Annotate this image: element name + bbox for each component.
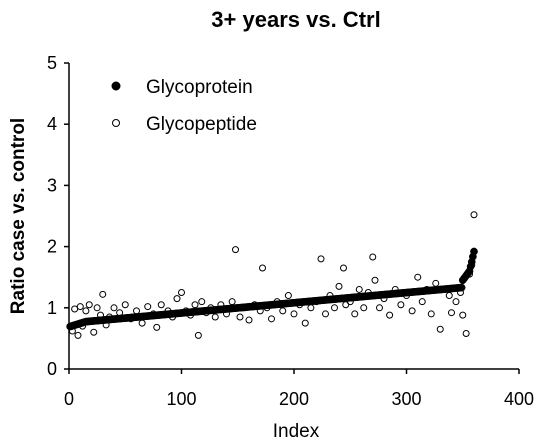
glycopeptide-point bbox=[290, 310, 298, 318]
glycoprotein-point bbox=[470, 247, 478, 256]
glycopeptide-point bbox=[211, 313, 219, 321]
glycopeptide-point bbox=[228, 298, 236, 306]
glycopeptide-point bbox=[369, 253, 377, 261]
glycopeptide-point bbox=[470, 211, 478, 219]
glycopeptide-point bbox=[191, 301, 199, 309]
y-tick-label: 1 bbox=[47, 298, 57, 318]
x-tick-label: 400 bbox=[504, 389, 534, 409]
glycopeptide-point bbox=[74, 331, 82, 339]
glycopeptide-point bbox=[157, 301, 165, 309]
x-axis-label: Index bbox=[273, 421, 320, 442]
legend: Glycoprotein Glycopeptide bbox=[111, 77, 257, 135]
glycopeptide-point bbox=[462, 330, 470, 338]
glycopeptide-point bbox=[259, 264, 266, 272]
glycopeptide-point bbox=[93, 304, 101, 312]
glycopeptide-point bbox=[436, 325, 444, 333]
glycopeptide-point bbox=[279, 307, 287, 315]
glycopeptide-point bbox=[76, 303, 84, 311]
glycopeptide-point bbox=[307, 304, 315, 312]
glycopeptide-point bbox=[82, 307, 90, 315]
y-tick-label: 0 bbox=[47, 359, 57, 379]
glycopeptide-point bbox=[133, 307, 140, 315]
glycopeptide-point bbox=[351, 310, 359, 318]
glycopeptide-point bbox=[371, 276, 379, 284]
y-tick-label: 5 bbox=[47, 53, 57, 73]
y-tick-label: 4 bbox=[47, 114, 57, 134]
glycopeptide-point bbox=[268, 315, 275, 323]
glycopeptide-point bbox=[245, 316, 253, 324]
glycopeptide-point bbox=[331, 304, 338, 312]
glycopeptide-point bbox=[236, 313, 244, 321]
x-tick-label: 100 bbox=[166, 389, 196, 409]
x-tick-label: 200 bbox=[279, 389, 309, 409]
glycopeptide-point bbox=[317, 255, 325, 263]
y-tick-label: 2 bbox=[47, 237, 57, 257]
glycopeptide-point bbox=[376, 304, 383, 312]
glycopeptide-point bbox=[71, 305, 79, 313]
glycopeptide-point bbox=[340, 264, 347, 272]
glycopeptide-point bbox=[153, 323, 161, 331]
glycopeptide-point bbox=[232, 246, 239, 254]
glycopeptide-point bbox=[85, 301, 93, 309]
glycopeptide-point bbox=[386, 311, 394, 319]
glycopeptide-point bbox=[301, 319, 309, 327]
glycopeptide-point bbox=[408, 307, 416, 315]
legend-label-glycoprotein: Glycoprotein bbox=[146, 77, 253, 98]
glycopeptide-point bbox=[284, 292, 292, 300]
x-tick-label: 300 bbox=[391, 389, 421, 409]
y-ticks: 0 1 2 3 4 5 bbox=[47, 53, 69, 379]
chart-title: 3+ years vs. Ctrl bbox=[211, 7, 380, 32]
glycopeptide-point bbox=[418, 298, 426, 306]
glycopeptide-point bbox=[173, 295, 181, 303]
glycoprotein-point bbox=[457, 283, 466, 292]
glycopeptide-point bbox=[448, 309, 455, 317]
glycopeptide-point bbox=[335, 282, 343, 290]
glycopeptide-point bbox=[432, 279, 440, 287]
glycopeptide-point bbox=[427, 310, 435, 318]
glycopeptide-point bbox=[322, 310, 329, 318]
glycopeptide-point bbox=[121, 301, 129, 309]
glycopeptide-point bbox=[355, 285, 363, 293]
glycopeptide-point bbox=[110, 304, 118, 312]
glycopeptide-point bbox=[360, 304, 368, 312]
x-tick-label: 0 bbox=[64, 389, 74, 409]
glycopeptide-point bbox=[445, 292, 453, 300]
glycopeptide-point bbox=[414, 273, 422, 281]
glycopeptide-point bbox=[144, 303, 152, 311]
y-tick-label: 3 bbox=[47, 175, 57, 195]
y-axis-label: Ratio case vs. control bbox=[8, 118, 29, 314]
glycopeptide-point bbox=[194, 331, 202, 339]
legend-label-glycopeptide: Glycopeptide bbox=[146, 114, 257, 135]
glycopeptide-point bbox=[459, 311, 467, 319]
glycopeptide-point bbox=[178, 289, 185, 296]
glycopeptide-point bbox=[138, 319, 146, 327]
x-ticks: 0 100 200 300 400 bbox=[64, 369, 534, 409]
glycopeptide-point bbox=[198, 298, 206, 306]
points-layer bbox=[66, 211, 478, 339]
glycopeptide-point bbox=[90, 328, 98, 336]
glycopeptide-point bbox=[99, 290, 107, 298]
legend-marker-glycoprotein bbox=[111, 81, 121, 91]
glycopeptide-point bbox=[452, 298, 460, 306]
glycopeptide-point bbox=[397, 301, 405, 309]
legend-marker-glycopeptide bbox=[112, 119, 120, 127]
